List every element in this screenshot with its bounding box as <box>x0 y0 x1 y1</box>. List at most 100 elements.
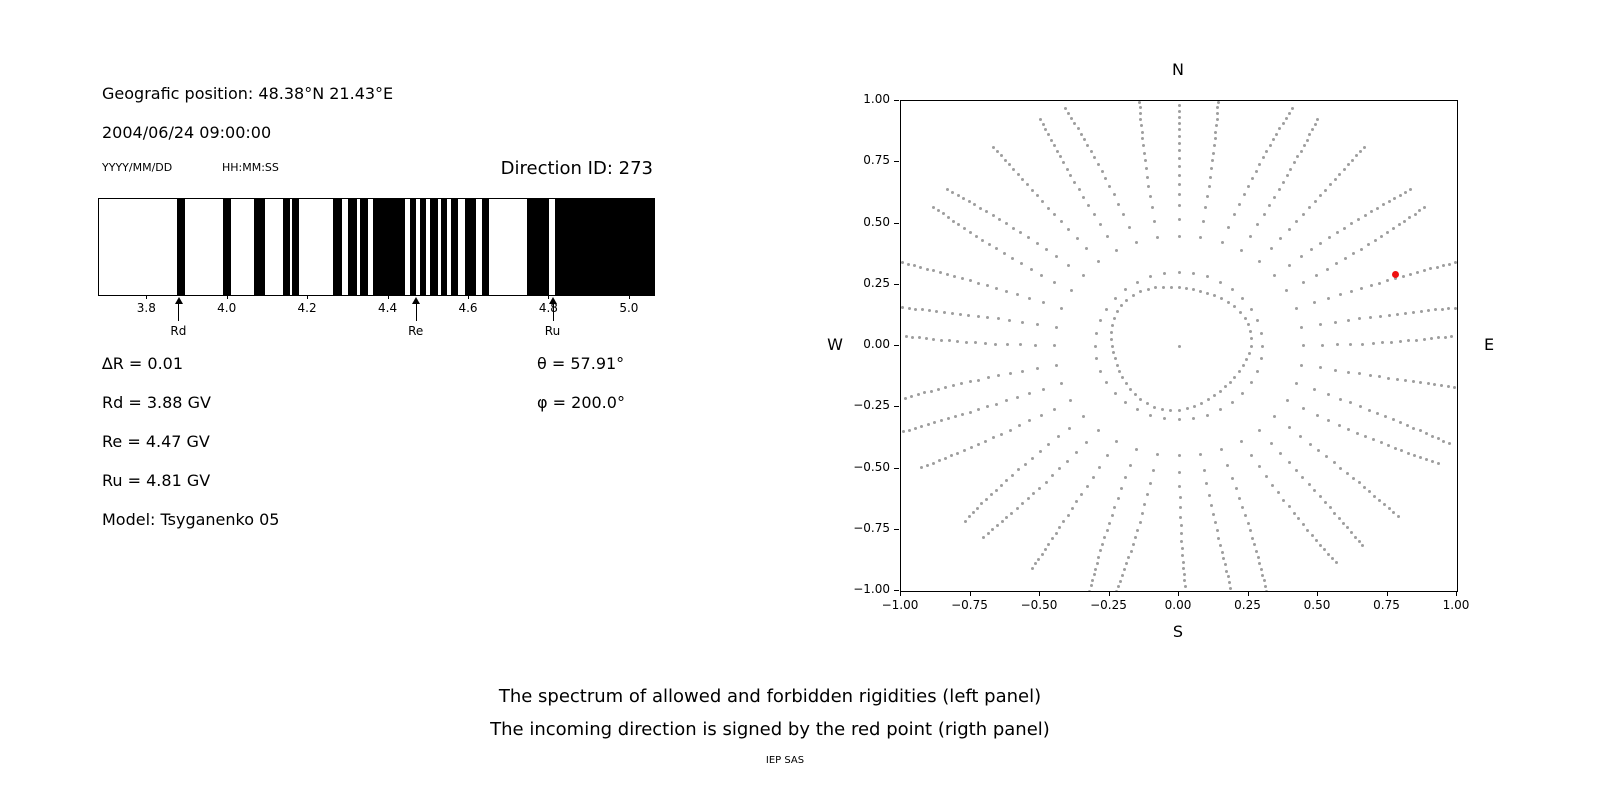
gray-dot <box>1044 128 1048 131</box>
gray-dot <box>1080 492 1084 496</box>
gray-dot <box>945 187 949 191</box>
gray-dot <box>1273 195 1276 199</box>
gray-dot <box>995 402 998 406</box>
gray-dot <box>1065 167 1069 171</box>
gray-dot <box>1149 195 1152 199</box>
gray-dot <box>1074 451 1078 455</box>
gray-dot <box>1200 401 1204 405</box>
gray-dot <box>1096 162 1100 166</box>
gray-dot <box>1177 101 1181 102</box>
gray-dot <box>1433 308 1437 312</box>
y-tick-label: −0.25 <box>853 398 890 413</box>
compass-east-label: E <box>1483 335 1495 354</box>
gray-dot <box>1151 469 1155 473</box>
gray-dot <box>1436 437 1440 441</box>
gray-dot <box>1226 463 1230 467</box>
gray-dot <box>1272 415 1276 419</box>
gray-dot <box>991 436 995 440</box>
gray-dot <box>1349 401 1353 405</box>
x-tick-mark <box>548 295 550 299</box>
gray-dot <box>1411 380 1415 384</box>
gray-dot <box>1287 505 1291 509</box>
gray-dot <box>1453 306 1457 310</box>
gray-dot <box>1091 578 1095 582</box>
gray-dot <box>1011 226 1015 230</box>
gray-dot <box>1387 376 1391 380</box>
gray-dot <box>1185 407 1189 411</box>
gray-dot <box>1138 290 1142 294</box>
gray-dot <box>1094 567 1098 571</box>
gray-dot <box>1332 461 1336 465</box>
gray-dot <box>1005 343 1009 346</box>
gray-dot <box>1241 364 1245 368</box>
gray-dot <box>1346 163 1350 167</box>
gray-dot <box>1339 293 1343 297</box>
gray-dot <box>1367 408 1371 412</box>
gray-dot <box>1346 526 1350 530</box>
gray-dot <box>1285 289 1289 293</box>
gray-dot <box>950 311 954 315</box>
gray-dot <box>1246 184 1250 188</box>
gray-dot <box>1419 381 1423 385</box>
x-tick-label: 4.6 <box>458 301 478 315</box>
gray-dot <box>961 412 965 416</box>
gray-dot <box>1369 210 1373 214</box>
gray-dot <box>1177 408 1181 412</box>
gray-dot <box>1301 476 1305 480</box>
gray-dot <box>1070 117 1074 120</box>
gray-dot <box>1404 311 1408 315</box>
compass-west-label: W <box>827 335 843 354</box>
gray-dot <box>1293 161 1296 165</box>
gray-dot <box>1039 413 1043 417</box>
y-tick-label: 1.00 <box>863 92 890 106</box>
gray-dot <box>1035 322 1039 326</box>
gray-dot <box>1054 531 1058 535</box>
gray-dot <box>1095 561 1099 565</box>
gray-dot <box>1058 467 1062 471</box>
x-tick-mark <box>226 295 228 299</box>
gray-dot <box>1279 237 1283 240</box>
gray-dot <box>1213 294 1217 298</box>
gray-dot <box>1183 579 1187 583</box>
gray-dot <box>1177 204 1181 208</box>
gray-dot <box>1319 242 1323 245</box>
gray-dot <box>1423 205 1427 209</box>
gray-dot <box>1047 443 1050 447</box>
forbidden-band <box>348 199 358 295</box>
gray-dot <box>1313 123 1317 127</box>
gray-dot <box>1100 169 1104 173</box>
y-tick-label: −1.00 <box>853 582 890 596</box>
gray-dot <box>1301 523 1305 527</box>
gray-dot <box>1067 228 1071 232</box>
gray-dot <box>1177 454 1181 458</box>
gray-dot <box>1281 180 1285 184</box>
x-tick-label: 0.00 <box>1164 598 1192 612</box>
gray-dot <box>1249 307 1253 311</box>
gray-dot <box>1027 236 1031 240</box>
gray-dot <box>1337 516 1341 520</box>
gray-dot <box>1363 486 1366 489</box>
gray-dot <box>1179 532 1183 536</box>
gray-dot <box>1177 115 1181 119</box>
gray-dot <box>1003 158 1007 162</box>
gray-dot <box>1223 563 1227 567</box>
gray-dot <box>1310 248 1314 252</box>
gray-dot <box>1296 155 1300 159</box>
gray-dot <box>1413 454 1417 457</box>
gray-dot <box>1261 573 1265 577</box>
x-tick-label: −1.00 <box>881 598 919 612</box>
gray-dot <box>1110 323 1114 327</box>
gray-dot <box>1004 222 1008 226</box>
gray-dot <box>1163 416 1166 420</box>
gray-dot <box>1325 455 1329 459</box>
gray-dot <box>913 264 917 268</box>
gray-dot <box>1092 573 1096 577</box>
gray-dot <box>921 308 925 312</box>
y-tick-mark <box>894 283 899 285</box>
gray-dot <box>931 205 935 209</box>
gray-dot <box>1041 200 1045 204</box>
gray-dot <box>1082 195 1086 199</box>
gray-dot <box>1202 469 1206 473</box>
cutoff-arrow-icon <box>174 297 183 304</box>
